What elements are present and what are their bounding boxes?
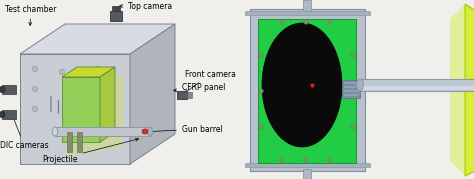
Bar bbox=[112, 6, 120, 11]
Ellipse shape bbox=[351, 125, 355, 129]
Ellipse shape bbox=[0, 86, 5, 93]
Bar bbox=[245, 11, 370, 15]
Bar bbox=[2, 110, 16, 119]
Bar bbox=[344, 81, 358, 84]
Ellipse shape bbox=[95, 107, 100, 112]
Ellipse shape bbox=[142, 129, 148, 134]
Polygon shape bbox=[20, 54, 130, 164]
Ellipse shape bbox=[259, 125, 263, 129]
Bar bbox=[303, 0, 311, 11]
Ellipse shape bbox=[357, 79, 363, 91]
Ellipse shape bbox=[328, 158, 332, 162]
Polygon shape bbox=[450, 4, 465, 176]
Bar bbox=[67, 132, 72, 152]
Ellipse shape bbox=[147, 127, 153, 136]
Bar bbox=[250, 9, 365, 171]
Bar bbox=[187, 92, 192, 98]
Polygon shape bbox=[67, 74, 123, 156]
Ellipse shape bbox=[280, 158, 284, 162]
Ellipse shape bbox=[259, 89, 263, 93]
Polygon shape bbox=[130, 24, 175, 164]
Text: Test chamber: Test chamber bbox=[5, 4, 56, 25]
Bar bbox=[360, 86, 474, 90]
Text: Front camera: Front camera bbox=[185, 69, 236, 93]
Polygon shape bbox=[62, 67, 115, 77]
Bar bbox=[344, 93, 358, 96]
Ellipse shape bbox=[328, 20, 332, 24]
Ellipse shape bbox=[71, 100, 79, 108]
Bar bbox=[258, 19, 356, 163]
Ellipse shape bbox=[52, 127, 58, 136]
Bar bbox=[342, 80, 360, 98]
Bar bbox=[110, 11, 122, 21]
Text: DIC cameras: DIC cameras bbox=[0, 112, 49, 151]
Ellipse shape bbox=[351, 53, 355, 57]
Bar bbox=[245, 163, 370, 167]
Ellipse shape bbox=[33, 107, 37, 112]
Ellipse shape bbox=[259, 53, 263, 57]
Bar bbox=[360, 79, 474, 91]
Polygon shape bbox=[100, 67, 115, 142]
Ellipse shape bbox=[280, 20, 284, 24]
Text: Gun barrel: Gun barrel bbox=[144, 125, 223, 134]
Ellipse shape bbox=[33, 67, 37, 71]
Ellipse shape bbox=[304, 158, 308, 162]
Ellipse shape bbox=[95, 67, 100, 71]
Polygon shape bbox=[20, 24, 175, 54]
Ellipse shape bbox=[262, 23, 342, 147]
Polygon shape bbox=[62, 77, 100, 142]
Text: CFRP panel: CFRP panel bbox=[173, 83, 225, 92]
Ellipse shape bbox=[351, 89, 355, 93]
Bar bbox=[2, 85, 16, 94]
Bar bbox=[344, 86, 358, 88]
Bar bbox=[55, 127, 150, 136]
Ellipse shape bbox=[60, 69, 64, 74]
Bar bbox=[77, 132, 82, 152]
Bar bbox=[177, 91, 187, 99]
Polygon shape bbox=[465, 4, 474, 176]
Bar bbox=[303, 169, 311, 179]
Ellipse shape bbox=[304, 20, 308, 24]
Ellipse shape bbox=[33, 86, 37, 91]
Text: Top camera: Top camera bbox=[119, 1, 172, 11]
Bar bbox=[344, 90, 358, 92]
Ellipse shape bbox=[95, 86, 100, 91]
Text: Projectile: Projectile bbox=[42, 138, 138, 163]
Ellipse shape bbox=[0, 112, 5, 117]
